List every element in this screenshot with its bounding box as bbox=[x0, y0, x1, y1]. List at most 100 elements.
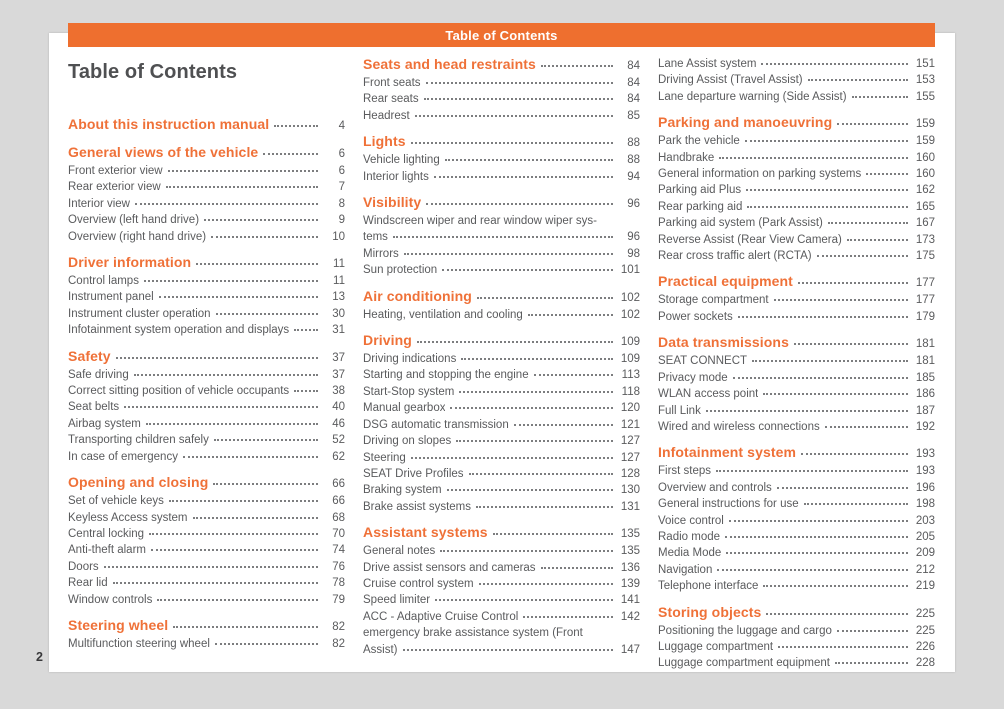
toc-entry[interactable]: Heating, ventilation and cooling 102 bbox=[363, 307, 640, 323]
toc-entry[interactable]: Telephone interface 219 bbox=[658, 578, 935, 594]
toc-entry[interactable]: Driving Assist (Travel Assist) 153 bbox=[658, 72, 935, 88]
toc-entry[interactable]: Transporting children safely 52 bbox=[68, 432, 345, 448]
toc-entry[interactable]: Cruise control system 139 bbox=[363, 576, 640, 592]
toc-entry[interactable]: Rear parking aid 165 bbox=[658, 199, 935, 215]
toc-entry[interactable]: Rear cross traffic alert (RCTA) 175 bbox=[658, 248, 935, 264]
toc-entry[interactable]: Correct sitting position of vehicle occu… bbox=[68, 383, 345, 399]
toc-entry[interactable]: Voice control 203 bbox=[658, 513, 935, 529]
toc-entry[interactable]: Sun protection 101 bbox=[363, 262, 640, 278]
toc-entry[interactable]: Manual gearbox 120 bbox=[363, 400, 640, 416]
toc-section-heading[interactable]: About this instruction manual 4 bbox=[68, 116, 345, 135]
toc-entry[interactable]: Brake assist systems 131 bbox=[363, 499, 640, 515]
toc-entry[interactable]: Full Link 187 bbox=[658, 403, 935, 419]
toc-entry[interactable]: Front seats 84 bbox=[363, 75, 640, 91]
toc-entry[interactable]: Wired and wireless connections 192 bbox=[658, 419, 935, 435]
toc-entry[interactable]: Overview (left hand drive) 9 bbox=[68, 212, 345, 228]
toc-page-number: 212 bbox=[915, 563, 935, 576]
toc-entry[interactable]: Braking system 130 bbox=[363, 482, 640, 498]
toc-entry[interactable]: Instrument cluster operation 30 bbox=[68, 306, 345, 322]
toc-entry[interactable]: In case of emergency 62 bbox=[68, 449, 345, 465]
toc-entry[interactable]: ACC - Adaptive Cruise Control 142 bbox=[363, 609, 640, 625]
toc-entry[interactable]: Positioning the luggage and cargo 225 bbox=[658, 623, 935, 639]
toc-section-heading[interactable]: Safety 37 bbox=[68, 348, 345, 367]
dot-leader bbox=[766, 612, 908, 615]
toc-entry[interactable]: General information on parking systems 16… bbox=[658, 166, 935, 182]
toc-entry[interactable]: Keyless Access system 68 bbox=[68, 510, 345, 526]
toc-entry[interactable]: Central locking 70 bbox=[68, 526, 345, 542]
toc-section-heading[interactable]: Lights 88 bbox=[363, 133, 640, 152]
toc-entry[interactable]: Park the vehicle 159 bbox=[658, 133, 935, 149]
toc-entry[interactable]: Instrument panel 13 bbox=[68, 289, 345, 305]
toc-section-heading[interactable]: General views of the vehicle 6 bbox=[68, 144, 345, 163]
toc-entry[interactable]: Parking aid system (Park Assist) 167 bbox=[658, 215, 935, 231]
toc-entry[interactable]: Headrest 85 bbox=[363, 108, 640, 124]
toc-entry[interactable]: Driving indications 109 bbox=[363, 351, 640, 367]
toc-entry-wrap-line[interactable]: Windscreen wiper and rear window wiper s… bbox=[363, 213, 640, 229]
toc-entry-wrap-line[interactable]: emergency brake assistance system (Front bbox=[363, 625, 640, 641]
toc-entry[interactable]: Interior view 8 bbox=[68, 196, 345, 212]
toc-entry[interactable]: SEAT CONNECT 181 bbox=[658, 353, 935, 369]
toc-section-heading[interactable]: Steering wheel 82 bbox=[68, 617, 345, 636]
toc-entry[interactable]: Steering 127 bbox=[363, 450, 640, 466]
toc-entry[interactable]: WLAN access point 186 bbox=[658, 386, 935, 402]
toc-entry[interactable]: Start-Stop system 118 bbox=[363, 384, 640, 400]
toc-entry[interactable]: General notes 135 bbox=[363, 543, 640, 559]
toc-entry[interactable]: Parking aid Plus 162 bbox=[658, 182, 935, 198]
toc-section-heading[interactable]: Seats and head restraints 84 bbox=[363, 56, 640, 75]
dot-leader bbox=[425, 82, 613, 84]
toc-entry[interactable]: Infotainment system operation and displa… bbox=[68, 322, 345, 338]
toc-entry[interactable]: Rear seats 84 bbox=[363, 91, 640, 107]
toc-section-heading[interactable]: Practical equipment 177 bbox=[658, 273, 935, 292]
toc-entry[interactable]: Media Mode 209 bbox=[658, 545, 935, 561]
toc-entry[interactable]: Safe driving 37 bbox=[68, 367, 345, 383]
toc-entry[interactable]: Anti-theft alarm 74 bbox=[68, 542, 345, 558]
toc-entry[interactable]: Front exterior view 6 bbox=[68, 163, 345, 179]
toc-entry[interactable]: Overview and controls 196 bbox=[658, 480, 935, 496]
toc-section-heading[interactable]: Data transmissions 181 bbox=[658, 334, 935, 353]
toc-entry[interactable]: Driving on slopes 127 bbox=[363, 433, 640, 449]
toc-entry[interactable]: SEAT Drive Profiles 128 bbox=[363, 466, 640, 482]
toc-entry[interactable]: tems 96 bbox=[363, 229, 640, 245]
toc-entry[interactable]: Reverse Assist (Rear View Camera) 173 bbox=[658, 232, 935, 248]
toc-section-heading[interactable]: Assistant systems 135 bbox=[363, 524, 640, 543]
toc-entry[interactable]: Drive assist sensors and cameras 136 bbox=[363, 560, 640, 576]
toc-entry[interactable]: General instructions for use 198 bbox=[658, 496, 935, 512]
toc-entry[interactable]: Multifunction steering wheel 82 bbox=[68, 636, 345, 652]
toc-entry[interactable]: Luggage compartment 226 bbox=[658, 639, 935, 655]
toc-entry[interactable]: Mirrors 98 bbox=[363, 246, 640, 262]
toc-section-heading[interactable]: Driving 109 bbox=[363, 332, 640, 351]
toc-entry[interactable]: Doors 76 bbox=[68, 559, 345, 575]
toc-entry[interactable]: Speed limiter 141 bbox=[363, 592, 640, 608]
toc-entry[interactable]: Handbrake 160 bbox=[658, 150, 935, 166]
toc-section-heading[interactable]: Driver information 11 bbox=[68, 254, 345, 273]
toc-section-heading[interactable]: Parking and manoeuvring 159 bbox=[658, 114, 935, 133]
toc-entry[interactable]: Power sockets 179 bbox=[658, 309, 935, 325]
toc-entry[interactable]: Rear exterior view 7 bbox=[68, 179, 345, 195]
toc-entry[interactable]: DSG automatic transmission 121 bbox=[363, 417, 640, 433]
toc-entry[interactable]: First steps 193 bbox=[658, 463, 935, 479]
toc-entry[interactable]: Window controls 79 bbox=[68, 592, 345, 608]
toc-section-heading[interactable]: Infotainment system 193 bbox=[658, 444, 935, 463]
toc-entry-label: Window controls bbox=[68, 593, 153, 606]
toc-entry[interactable]: Privacy mode 185 bbox=[658, 370, 935, 386]
toc-entry[interactable]: Seat belts 40 bbox=[68, 399, 345, 415]
toc-entry[interactable]: Radio mode 205 bbox=[658, 529, 935, 545]
toc-entry[interactable]: Starting and stopping the engine 113 bbox=[363, 367, 640, 383]
toc-entry[interactable]: Assist) 147 bbox=[363, 642, 640, 658]
toc-entry[interactable]: Storage compartment 177 bbox=[658, 292, 935, 308]
toc-section-heading[interactable]: Opening and closing 66 bbox=[68, 474, 345, 493]
toc-entry[interactable]: Control lamps 11 bbox=[68, 273, 345, 289]
toc-entry[interactable]: Airbag system 46 bbox=[68, 416, 345, 432]
toc-section-heading[interactable]: Air conditioning 102 bbox=[363, 288, 640, 307]
toc-section-heading[interactable]: Storing objects 225 bbox=[658, 604, 935, 623]
toc-entry[interactable]: Lane departure warning (Side Assist) 155 bbox=[658, 89, 935, 105]
toc-entry[interactable]: Overview (right hand drive) 10 bbox=[68, 229, 345, 245]
toc-entry[interactable]: Set of vehicle keys 66 bbox=[68, 493, 345, 509]
toc-entry[interactable]: Lane Assist system 151 bbox=[658, 56, 935, 72]
toc-section-heading[interactable]: Visibility 96 bbox=[363, 194, 640, 213]
toc-entry[interactable]: Rear lid 78 bbox=[68, 575, 345, 591]
toc-entry[interactable]: Interior lights 94 bbox=[363, 169, 640, 185]
toc-entry[interactable]: Navigation 212 bbox=[658, 562, 935, 578]
toc-entry[interactable]: Luggage compartment equipment 228 bbox=[658, 655, 935, 671]
toc-entry[interactable]: Vehicle lighting 88 bbox=[363, 152, 640, 168]
